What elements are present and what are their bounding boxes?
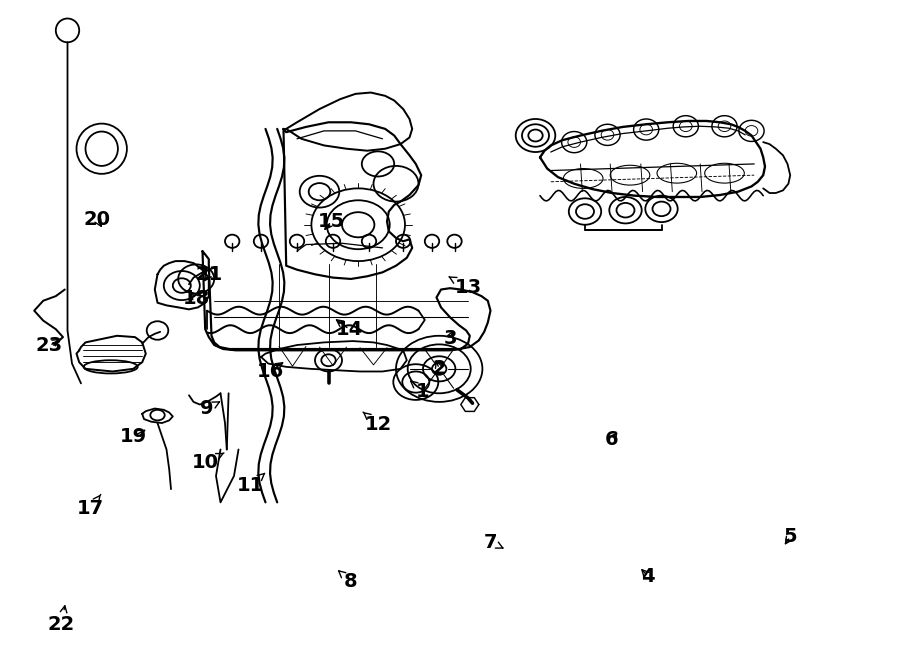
Text: 18: 18 bbox=[183, 290, 210, 308]
Text: 6: 6 bbox=[605, 430, 619, 449]
Text: 20: 20 bbox=[84, 210, 111, 229]
Text: 22: 22 bbox=[48, 605, 75, 634]
Text: 9: 9 bbox=[200, 399, 220, 418]
Text: 3: 3 bbox=[443, 329, 456, 348]
Text: 8: 8 bbox=[338, 570, 358, 591]
Text: 11: 11 bbox=[237, 473, 265, 495]
Text: 1: 1 bbox=[410, 381, 430, 401]
Text: 15: 15 bbox=[318, 212, 345, 231]
Text: 5: 5 bbox=[783, 527, 797, 546]
Text: 4: 4 bbox=[641, 567, 655, 586]
Text: 16: 16 bbox=[256, 362, 284, 381]
Text: 7: 7 bbox=[484, 533, 503, 551]
Text: 10: 10 bbox=[192, 453, 224, 472]
Text: 13: 13 bbox=[449, 277, 482, 297]
Text: 23: 23 bbox=[36, 336, 63, 355]
Text: 17: 17 bbox=[76, 494, 104, 518]
Text: 2: 2 bbox=[432, 360, 446, 378]
Text: 14: 14 bbox=[336, 320, 363, 338]
Text: 21: 21 bbox=[195, 265, 222, 284]
Text: 12: 12 bbox=[363, 412, 392, 434]
Text: 19: 19 bbox=[120, 427, 147, 446]
